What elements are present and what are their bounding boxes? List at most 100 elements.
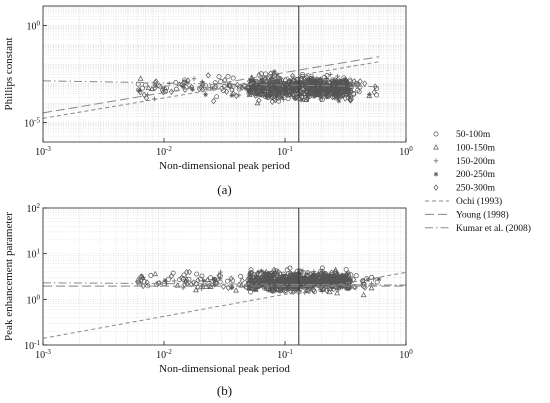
- data-point: [271, 84, 277, 91]
- data-point: [330, 77, 336, 83]
- data-point: [256, 275, 262, 281]
- data-point: [194, 271, 200, 277]
- data-point: [174, 282, 181, 288]
- data-point: [196, 85, 203, 92]
- legend-label: 100-150m: [456, 143, 496, 153]
- grid: [43, 6, 406, 142]
- data-point: [166, 276, 171, 282]
- data-point: [256, 83, 262, 91]
- data-point: [304, 74, 310, 81]
- panel-label: (b): [217, 383, 232, 398]
- data-point: [152, 84, 158, 92]
- data-point: [213, 279, 219, 286]
- series-line: [42, 61, 380, 119]
- data-point: [261, 270, 266, 276]
- data-point: [289, 271, 295, 278]
- data-point: [355, 87, 361, 93]
- data-point: [268, 91, 274, 97]
- data-point: [152, 270, 159, 277]
- data-point: [294, 94, 300, 100]
- data-point: [251, 271, 257, 277]
- data-point: [347, 81, 354, 87]
- data-point: [287, 276, 293, 282]
- data-point: [313, 90, 319, 97]
- data-point: [186, 276, 192, 282]
- data-point: [302, 274, 308, 280]
- data-point: [292, 95, 298, 101]
- data-point: [319, 265, 325, 271]
- panel-label: (a): [217, 182, 231, 197]
- data-point: [276, 98, 282, 104]
- x-tick-label: 10-2: [156, 145, 172, 158]
- data-point: [195, 277, 201, 284]
- data-point: [323, 281, 329, 287]
- data-point: [312, 280, 318, 286]
- data-point: [315, 282, 320, 288]
- data-point: [325, 94, 331, 100]
- data-point: [306, 278, 313, 284]
- data-point: [317, 76, 324, 82]
- data-point: [216, 74, 222, 80]
- data-point: [285, 87, 291, 93]
- data-point: [216, 272, 222, 279]
- data-point: [260, 279, 266, 286]
- data-point: [138, 273, 144, 281]
- data-point: [203, 92, 208, 97]
- legend-item: 150-200m: [433, 157, 496, 167]
- data-point: [304, 285, 310, 291]
- data-point: [230, 90, 237, 96]
- data-point: [148, 85, 155, 92]
- data-point: [368, 285, 375, 291]
- data-point: [356, 89, 362, 95]
- data-point: [204, 86, 210, 92]
- legend-item: 250-300m: [433, 184, 496, 194]
- data-point: [173, 86, 179, 92]
- data-point: [208, 84, 213, 90]
- data-point: [176, 81, 183, 87]
- y-axis-label: Phillips constant: [3, 37, 15, 110]
- data-point: [169, 272, 175, 280]
- y-axis-label: Peak enhancement parameter: [3, 212, 15, 341]
- data-point: [211, 97, 217, 105]
- data-point: [319, 288, 325, 294]
- legend-label: Kumar et al. (2008): [456, 223, 531, 234]
- legend-marker: [433, 131, 439, 137]
- data-point: [230, 75, 236, 81]
- legend-label: 150-200m: [456, 157, 496, 167]
- y-tick-label: 102: [27, 202, 41, 215]
- data-point: [317, 76, 323, 82]
- data-point: [154, 282, 160, 288]
- data-point: [141, 279, 147, 285]
- data-point: [323, 81, 329, 89]
- data-point: [338, 84, 345, 90]
- data-point: [241, 82, 247, 88]
- data-point: [164, 85, 169, 91]
- panel-a: 10-3 10-2 10-1 100 10-5 100 Non-dimensional pe…: [3, 5, 413, 197]
- data-point: [136, 279, 142, 285]
- data-point: [207, 283, 214, 289]
- data-point: [319, 268, 326, 275]
- data-point: [315, 271, 321, 278]
- legend-label: 50-100m: [456, 130, 491, 140]
- y-tick-label: 10-1: [24, 339, 40, 352]
- data-point: [247, 270, 253, 276]
- data-point: [236, 86, 242, 92]
- data-point: [233, 92, 239, 99]
- legend-label: 200-250m: [456, 170, 496, 180]
- data-point: [341, 88, 347, 93]
- data-point: [345, 94, 351, 101]
- data-point: [141, 91, 147, 99]
- data-point: [294, 268, 300, 274]
- data-point: [304, 95, 310, 102]
- data-point: [217, 273, 223, 279]
- data-point: [314, 79, 319, 85]
- data-point: [348, 94, 353, 100]
- data-point: [250, 280, 256, 286]
- x-tick-label: 10-1: [277, 145, 293, 158]
- data-point: [325, 86, 331, 92]
- data-point: [269, 89, 275, 95]
- data-point: [257, 92, 263, 98]
- data-point: [290, 86, 296, 92]
- data-point: [322, 90, 328, 98]
- data-point: [220, 283, 227, 290]
